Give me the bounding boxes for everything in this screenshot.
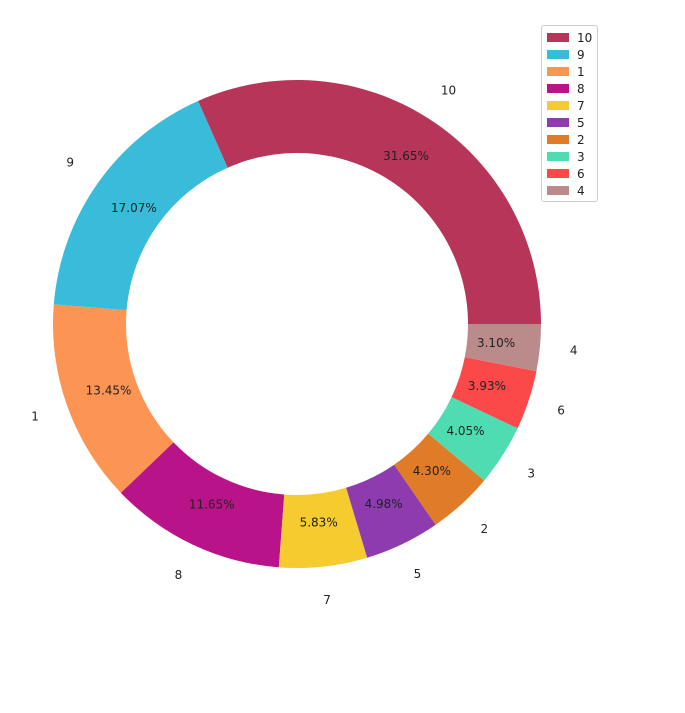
- pct-label-9: 17.07%: [111, 201, 157, 215]
- pct-label-4: 3.10%: [477, 336, 515, 350]
- legend-item-5: 5: [542, 114, 597, 131]
- legend-swatch: [547, 50, 569, 59]
- pct-label-2: 4.30%: [413, 464, 451, 478]
- legend-swatch: [547, 67, 569, 76]
- legend-label: 5: [577, 115, 585, 130]
- labels-group: 31.65% 10 17.07% 9 13.45% 1 11.65% 8 5.83% 7 4.98%…: [31, 83, 577, 606]
- slice-label-10: 10: [441, 83, 456, 97]
- slice-8: [120, 442, 285, 568]
- slice-10: [198, 79, 541, 325]
- slice-4: [464, 324, 541, 372]
- slice-9: [53, 100, 228, 311]
- legend-item-2: 2: [542, 131, 597, 148]
- slice-label-6: 6: [557, 403, 565, 417]
- legend-item-6: 6: [542, 165, 597, 182]
- legend-label: 8: [577, 81, 585, 96]
- slice-label-3: 3: [527, 466, 535, 480]
- legend-swatch: [547, 152, 569, 161]
- legend-item-10: 10: [542, 29, 597, 46]
- legend-item-7: 7: [542, 97, 597, 114]
- legend-item-9: 9: [542, 46, 597, 63]
- slice-label-5: 5: [414, 567, 422, 581]
- slice-label-4: 4: [570, 344, 578, 358]
- legend-item-4: 4: [542, 182, 597, 199]
- slice-2: [394, 433, 485, 525]
- legend-label: 7: [577, 98, 585, 113]
- pct-label-6: 3.93%: [468, 379, 506, 393]
- legend-label: 2: [577, 132, 585, 147]
- slice-label-1: 1: [31, 410, 39, 424]
- slice-label-7: 7: [323, 593, 331, 607]
- legend-label: 10: [577, 30, 593, 45]
- slice-label-8: 8: [175, 568, 183, 582]
- legend-swatch: [547, 84, 569, 93]
- legend-swatch: [547, 186, 569, 195]
- pct-label-8: 11.65%: [189, 497, 235, 511]
- legend-label: 1: [577, 64, 585, 79]
- slice-5: [346, 464, 436, 558]
- slice-1: [52, 304, 174, 493]
- legend-item-8: 8: [542, 80, 597, 97]
- slice-3: [428, 397, 518, 481]
- legend-swatch: [547, 101, 569, 110]
- legend-swatch: [547, 118, 569, 127]
- legend-item-3: 3: [542, 148, 597, 165]
- slice-label-9: 9: [66, 156, 74, 170]
- pct-label-3: 4.05%: [446, 424, 484, 438]
- pct-label-10: 31.65%: [383, 149, 429, 163]
- legend-swatch: [547, 33, 569, 42]
- chart-legend: 10 9 1 8 7 5 2 3 6 4: [541, 25, 598, 202]
- pct-label-1: 13.45%: [86, 384, 132, 398]
- slice-6: [451, 357, 537, 429]
- legend-label: 9: [577, 47, 585, 62]
- legend-label: 4: [577, 183, 585, 198]
- slice-label-2: 2: [481, 522, 489, 536]
- slice-7: [278, 487, 368, 568]
- legend-swatch: [547, 135, 569, 144]
- legend-swatch: [547, 169, 569, 178]
- legend-label: 3: [577, 149, 585, 164]
- pct-label-5: 4.98%: [365, 497, 403, 511]
- slices-group: [52, 79, 541, 568]
- legend-label: 6: [577, 166, 585, 181]
- pct-label-7: 5.83%: [300, 515, 338, 529]
- legend-item-1: 1: [542, 63, 597, 80]
